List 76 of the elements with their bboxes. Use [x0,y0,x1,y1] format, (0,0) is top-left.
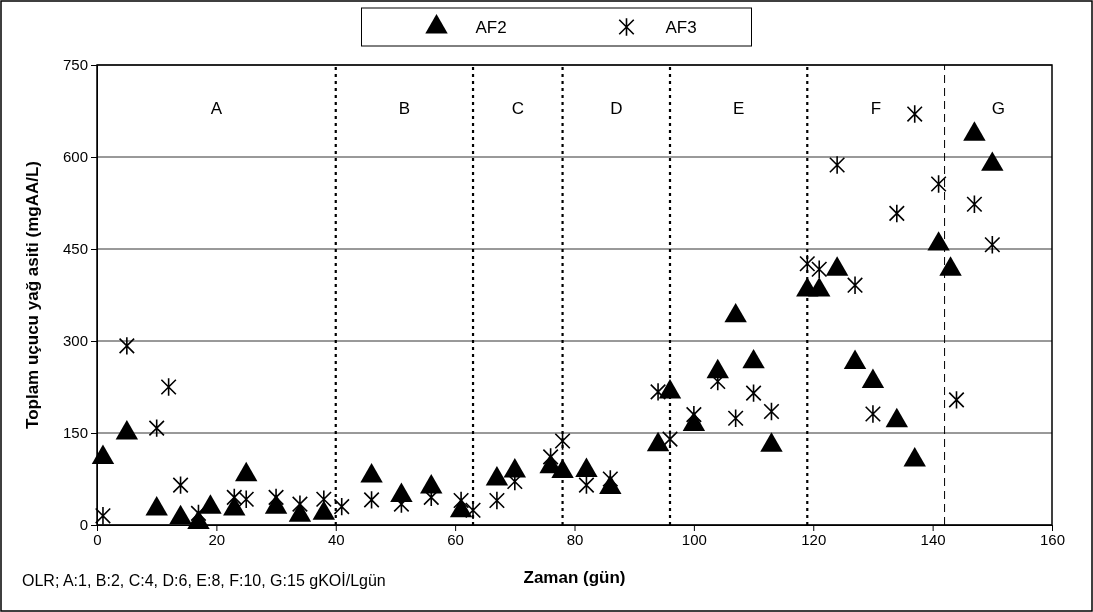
point [930,174,947,194]
point [578,475,595,495]
point [190,503,207,523]
point [554,431,571,451]
annotation: A [210,99,223,118]
y-axis-title: Toplam uçucu yağ asiti (mgAA/L) [23,161,42,429]
point [118,336,135,356]
point [551,458,574,479]
x-axis-title: Zaman (gün) [523,568,626,587]
point [727,408,744,428]
point [312,500,336,520]
x-tick-label: 160 [1039,530,1066,548]
x-tick-label: 0 [93,530,102,548]
y-tick-label: 450 [62,240,88,258]
point [906,104,923,124]
point [291,494,308,514]
point [685,405,702,425]
legend-label: AF3 [665,18,697,37]
x-tick-label: 120 [801,530,827,548]
annotation: C [511,99,524,118]
point [888,203,905,223]
point [360,462,383,483]
point [661,429,679,449]
point [115,420,139,440]
point [453,490,470,510]
x-tick-label: 100 [681,530,707,548]
point [172,475,189,495]
point [160,377,177,397]
point [464,500,482,520]
annotation: D [610,99,623,118]
point [268,487,285,507]
point [948,390,965,410]
point [763,402,780,422]
legend-label: AF2 [475,18,507,37]
point [745,383,762,403]
point [984,235,1001,255]
point [488,490,505,510]
point [829,155,846,175]
point [148,418,165,438]
y-tick-label: 750 [62,56,88,74]
point [238,489,255,509]
y-tick-label: 600 [62,148,88,166]
y-tick-label: 300 [62,332,88,350]
annotation: F [870,99,882,118]
annotation: B [398,99,411,118]
point [199,494,222,514]
point [811,259,828,279]
point [575,457,598,477]
point [226,487,243,507]
x-tick-label: 20 [208,530,226,548]
point [169,504,192,525]
x-tick-label: 60 [447,530,464,548]
point [235,461,258,482]
point [966,194,983,214]
point [760,432,783,452]
point [542,447,559,467]
annotation: E [732,99,745,118]
point [646,431,670,452]
x-tick-label: 140 [920,530,946,548]
x-tick-label: 40 [327,530,345,548]
point [315,489,332,509]
y-tick-label: 0 [79,516,88,534]
point [846,275,864,295]
point [903,447,926,467]
point [602,469,619,489]
annotation: G [991,99,1005,118]
point [91,444,115,465]
y-tick-label: 150 [62,424,88,442]
point [799,254,816,274]
point [864,404,881,424]
point [650,382,667,402]
point [145,496,168,516]
text: OLR; A:1, B:2, C:4, D:6, E:8, F:10, G:15 gKOİ/Lgün [22,571,386,589]
point [485,466,509,486]
point [363,490,380,510]
x-tick-label: 80 [566,530,584,548]
